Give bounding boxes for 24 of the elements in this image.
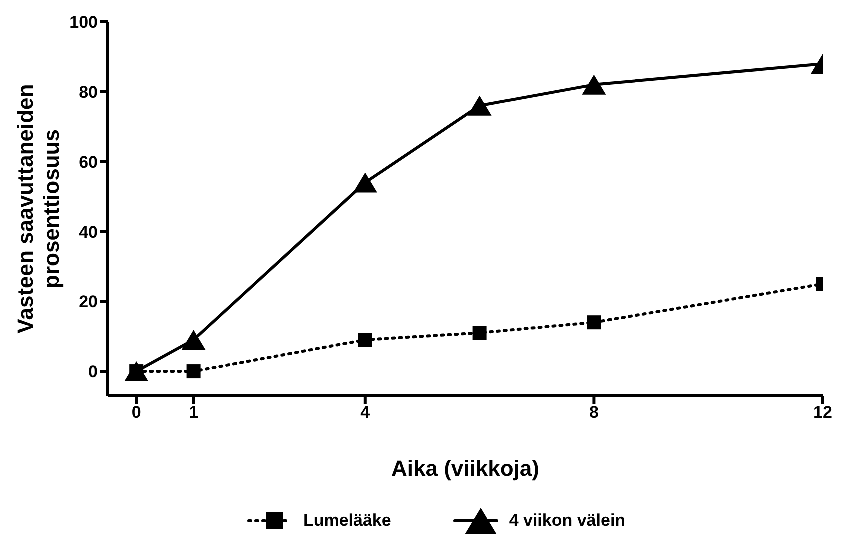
legend-label: 4 viikon välein <box>509 511 626 531</box>
y-tick-label: 60 <box>79 152 98 172</box>
x-tick-label: 12 <box>814 403 832 422</box>
point <box>182 330 206 350</box>
point <box>587 316 602 330</box>
point <box>468 96 492 116</box>
point <box>582 74 606 95</box>
y-tick-label: 40 <box>79 222 98 242</box>
x-tick-label: 1 <box>189 403 199 422</box>
y-tick-label: 80 <box>79 82 98 102</box>
x-tick-label: 0 <box>132 403 142 422</box>
point <box>186 364 201 379</box>
y-axis-title: Vasteen saavuttaneiden prosenttiosuus <box>13 84 64 334</box>
point <box>358 333 372 348</box>
point <box>124 362 149 382</box>
y-tick-label: 100 <box>70 13 98 32</box>
point <box>472 326 487 340</box>
x-axis-title: Aika (viikkoja) <box>392 456 540 481</box>
x-tick-label: 8 <box>589 403 599 422</box>
point <box>353 172 378 193</box>
legend-label: Lumelääke <box>303 511 392 531</box>
y-tick-label: 20 <box>79 292 98 312</box>
y-tick-label: 0 <box>88 362 98 382</box>
x-tick-label: 4 <box>360 403 371 422</box>
